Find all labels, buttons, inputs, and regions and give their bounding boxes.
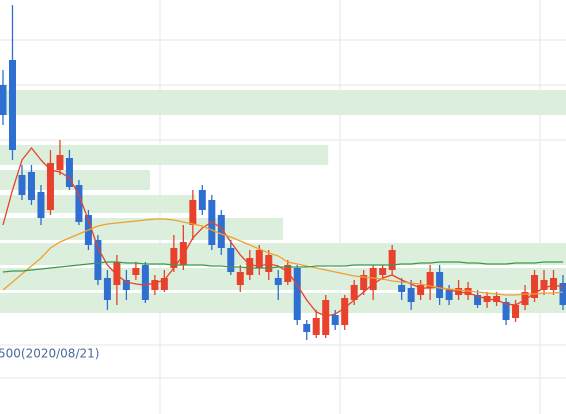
candle-body [132, 268, 140, 275]
candle-body [445, 290, 453, 300]
volume-bar [0, 293, 566, 313]
candle-body [141, 265, 149, 300]
candle-body [521, 292, 529, 305]
candle-body [407, 288, 415, 302]
candle-body [331, 315, 339, 325]
candle-body [417, 285, 425, 295]
candle-body [426, 272, 434, 288]
candle-body [189, 200, 197, 225]
candle-body [179, 242, 187, 265]
candle-body [341, 298, 349, 325]
candle-body [18, 175, 26, 195]
candle-body [151, 280, 159, 290]
candle-body [474, 295, 482, 305]
annotation: 500(2020/08/21) [0, 347, 99, 361]
candle-body [293, 268, 301, 320]
candle-body [531, 275, 539, 298]
candle-body [540, 280, 548, 290]
candle-body [75, 185, 83, 222]
candle-body [113, 262, 121, 285]
candle-body [436, 272, 444, 298]
volume-profile [0, 90, 566, 313]
candle-body [398, 285, 406, 292]
candle-body [559, 283, 566, 305]
candle-body [369, 268, 377, 290]
candle-body [274, 278, 282, 285]
candle-body [388, 250, 396, 270]
candle-body [8, 60, 16, 150]
candle-body [322, 300, 330, 335]
candle-body [236, 272, 244, 285]
candle-body [360, 275, 368, 290]
volume-bar [0, 218, 283, 240]
candle-body [217, 215, 225, 248]
candle-body [160, 278, 168, 290]
candle-body [312, 318, 320, 335]
candle-body [198, 190, 206, 210]
volume-bar [0, 243, 566, 265]
candle-body [512, 305, 520, 318]
candle-body [37, 192, 45, 218]
volume-bar [0, 145, 329, 165]
candle-body [502, 302, 510, 320]
candle-body [246, 258, 254, 275]
candle-body [493, 296, 501, 302]
volume-bar [0, 268, 566, 290]
candle-body [550, 278, 558, 290]
moving-average-line [2, 218, 564, 296]
candle-body [170, 248, 178, 268]
candle-body [284, 265, 292, 282]
volume-bar [0, 170, 150, 190]
candle-body [303, 324, 311, 332]
candle-body [255, 250, 263, 268]
candle-body [94, 240, 102, 280]
moving-average-line [2, 146, 564, 317]
candle-body [379, 268, 387, 275]
candle-body [65, 158, 73, 187]
candle-body [122, 280, 130, 290]
candle-body [56, 155, 64, 170]
moving-average-line [2, 261, 563, 273]
candle-body [27, 172, 35, 200]
candle-body [103, 278, 111, 300]
candle-body [227, 248, 235, 272]
candle-body [350, 285, 358, 300]
volume-bar [0, 90, 566, 115]
candle-body [0, 85, 7, 115]
moving-averages [2, 146, 564, 317]
candle-body [46, 163, 54, 210]
